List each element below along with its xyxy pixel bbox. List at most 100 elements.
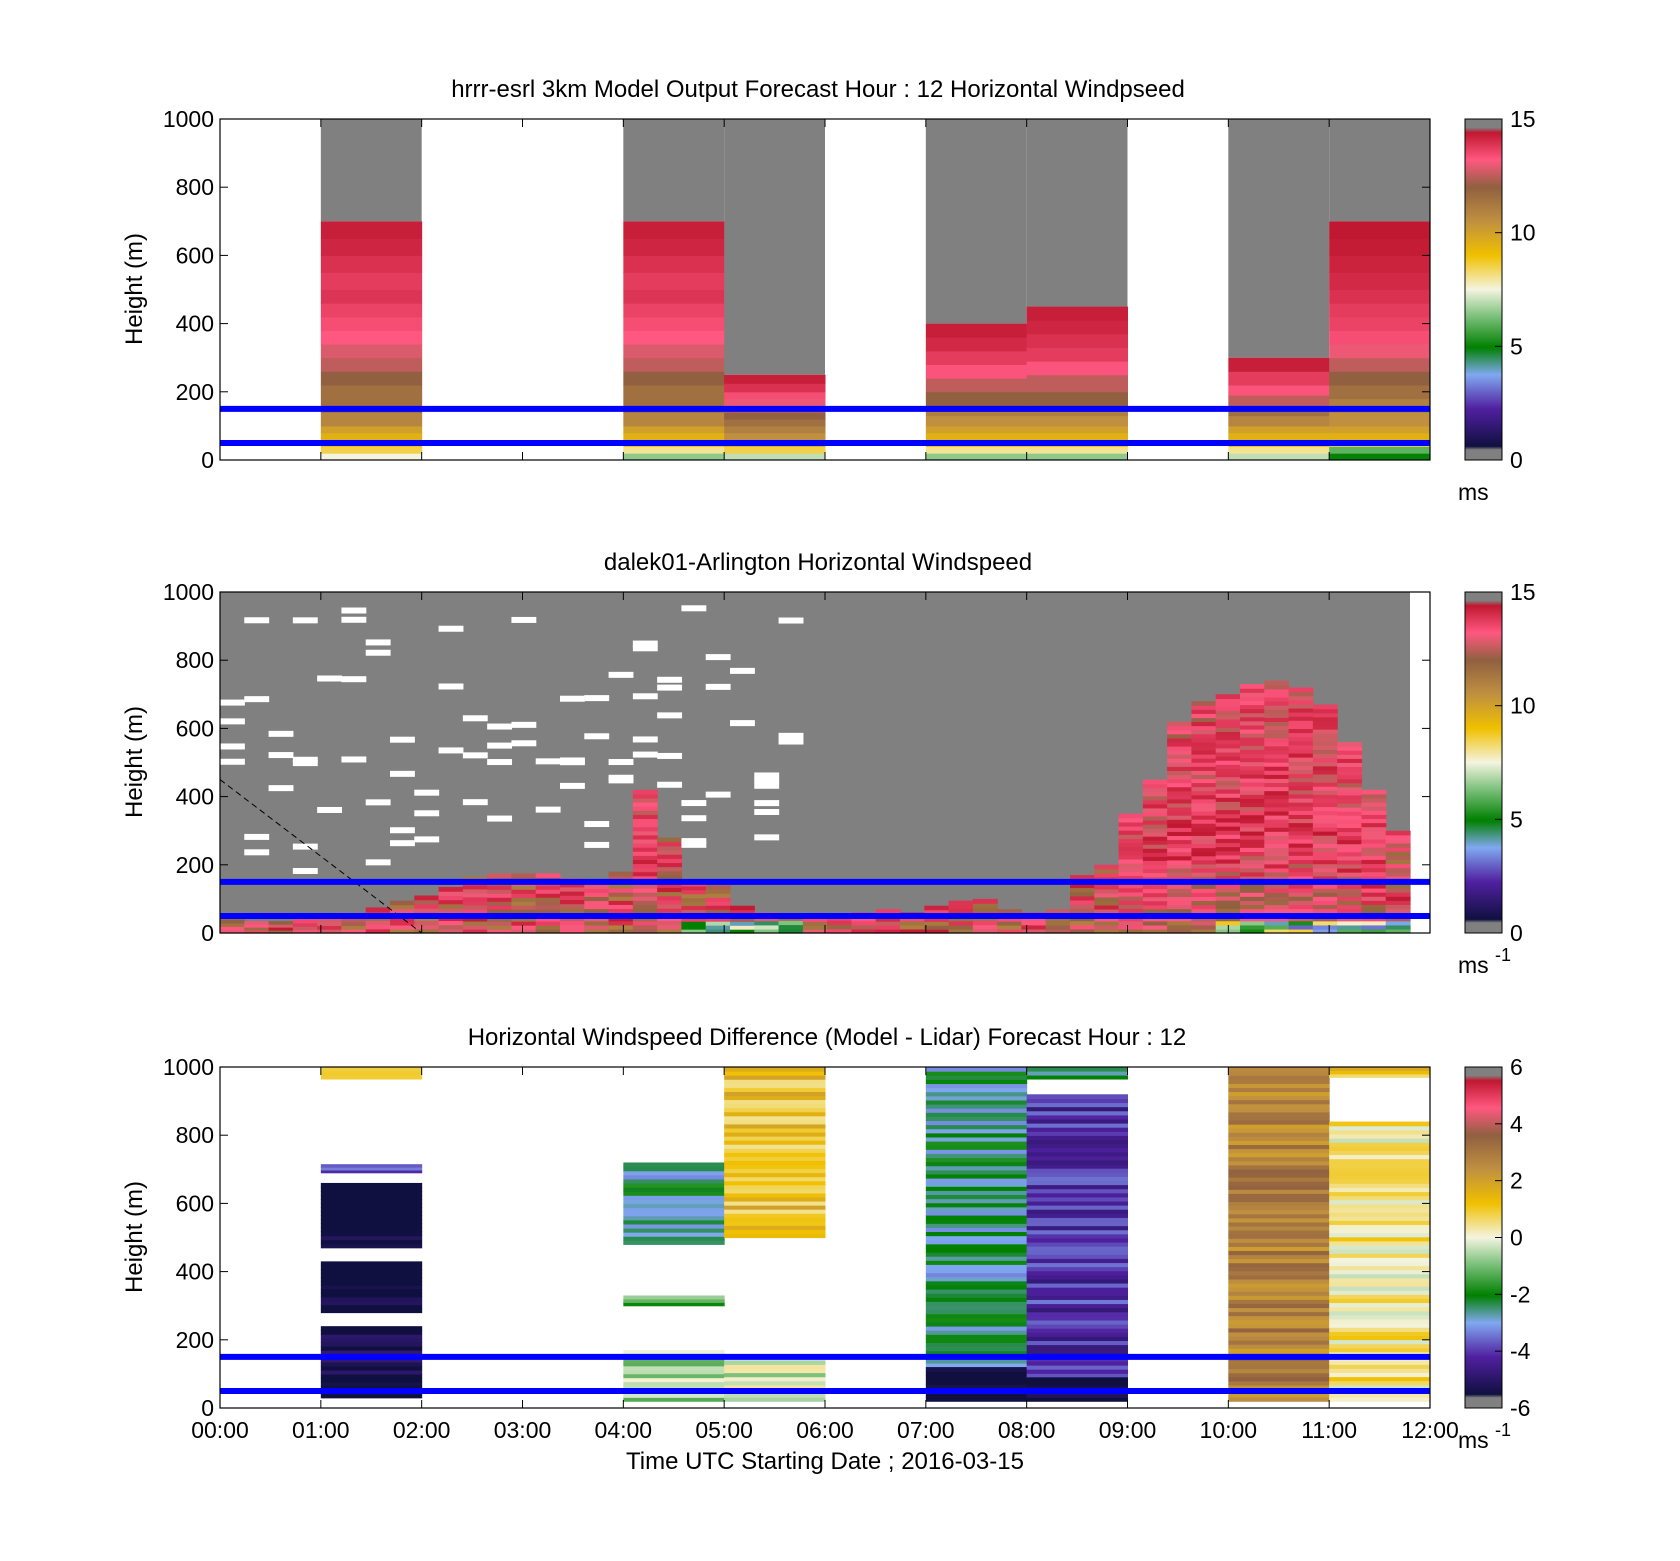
speed-cell	[1167, 758, 1193, 763]
speed-cell	[1312, 757, 1338, 763]
speed-cell	[1167, 741, 1193, 747]
speed-cell	[1191, 782, 1217, 788]
speed-cell	[1142, 856, 1168, 861]
speed-cell	[1240, 908, 1265, 914]
speed-cell	[1191, 705, 1217, 710]
speed-cell	[1288, 793, 1314, 799]
speed-cell	[1337, 884, 1363, 889]
speed-cell	[1337, 778, 1363, 784]
speed-cell	[623, 238, 725, 256]
difference-cell	[925, 1264, 1028, 1270]
speed-cell	[1228, 425, 1330, 434]
speed-cell	[1264, 709, 1290, 714]
speed-cell	[1191, 749, 1217, 755]
speed-cell	[1215, 723, 1241, 728]
x-tick-label: 12:00	[1401, 1417, 1459, 1443]
speed-cell	[462, 924, 488, 930]
difference-cell	[1329, 1253, 1431, 1258]
speed-cell	[1118, 813, 1144, 819]
speed-cell	[438, 903, 464, 909]
speed-cell	[511, 885, 537, 890]
difference-cell	[1329, 1343, 1431, 1349]
speed-cell	[220, 919, 245, 924]
missing-data-cell	[390, 840, 415, 847]
speed-cell	[1288, 773, 1314, 779]
speed-cell	[1264, 843, 1290, 849]
speed-cell	[724, 391, 826, 400]
speed-cell	[535, 925, 561, 930]
difference-cell	[1228, 1230, 1330, 1235]
speed-cell	[1215, 838, 1241, 844]
speed-cell	[705, 901, 731, 906]
speed-cell	[487, 885, 513, 890]
speed-cell	[1215, 731, 1241, 737]
speed-cell	[1191, 762, 1217, 767]
speed-cell	[827, 924, 853, 930]
speed-cell	[1191, 843, 1217, 849]
speed-cell	[1288, 732, 1314, 738]
difference-cell	[925, 1243, 1028, 1249]
speed-cell	[632, 924, 658, 930]
difference-cell	[1329, 1302, 1431, 1308]
difference-cell	[320, 1186, 423, 1192]
speed-cell	[972, 928, 998, 934]
speed-cell	[1070, 904, 1095, 909]
speed-cell	[608, 896, 634, 901]
speed-cell	[244, 921, 270, 925]
speed-cell	[1288, 757, 1314, 762]
difference-cell	[724, 1140, 826, 1145]
speed-cell	[1118, 887, 1144, 893]
speed-cell	[268, 930, 294, 934]
missing-data-cell	[632, 693, 658, 700]
difference-cell	[724, 1376, 826, 1382]
difference-cell	[1228, 1295, 1330, 1300]
speed-cell	[681, 929, 707, 934]
speed-cell	[1264, 896, 1290, 902]
speed-cell	[705, 917, 731, 922]
difference-cell	[623, 1191, 725, 1196]
speed-cell	[1142, 807, 1168, 813]
missing-data-cell	[414, 810, 440, 817]
speed-cell	[1228, 415, 1330, 427]
speed-cell	[1240, 810, 1265, 816]
speed-cell	[1288, 810, 1314, 815]
speed-cell	[1385, 834, 1411, 840]
missing-data-cell	[608, 759, 634, 766]
speed-cell	[623, 425, 725, 434]
speed-cell	[1240, 724, 1265, 730]
difference-cell	[1228, 1156, 1330, 1162]
speed-cell	[462, 896, 488, 902]
speed-cell	[1191, 920, 1217, 926]
speed-cell	[1264, 729, 1290, 735]
speed-cell	[1264, 855, 1290, 861]
speed-cell	[1329, 446, 1431, 454]
x-tick-label: 06:00	[796, 1417, 854, 1443]
speed-cell	[1264, 757, 1290, 763]
difference-cell	[320, 1346, 423, 1351]
difference-cell	[320, 1215, 423, 1220]
speed-cell	[1264, 867, 1290, 873]
difference-cell	[1329, 1232, 1431, 1238]
speed-cell	[1240, 814, 1265, 820]
speed-cell	[632, 810, 658, 815]
difference-cell	[1329, 1236, 1431, 1242]
speed-cell	[1167, 859, 1193, 865]
speed-cell	[657, 874, 683, 880]
speed-cell	[414, 924, 440, 930]
speed-cell	[1240, 920, 1265, 926]
x-tick-label: 01:00	[292, 1417, 350, 1443]
speed-cell	[1337, 823, 1363, 828]
speed-cell	[851, 928, 877, 934]
speed-cell	[1361, 838, 1387, 844]
speed-cell	[320, 425, 423, 434]
difference-cell	[724, 1229, 826, 1235]
speed-cell	[1228, 453, 1330, 461]
speed-cell	[1337, 843, 1363, 849]
difference-cell	[1228, 1128, 1330, 1133]
speed-cell	[681, 901, 707, 907]
speed-cell	[1142, 799, 1168, 805]
speed-cell	[1264, 802, 1290, 808]
difference-cell	[1329, 1257, 1431, 1262]
speed-cell	[390, 908, 415, 914]
